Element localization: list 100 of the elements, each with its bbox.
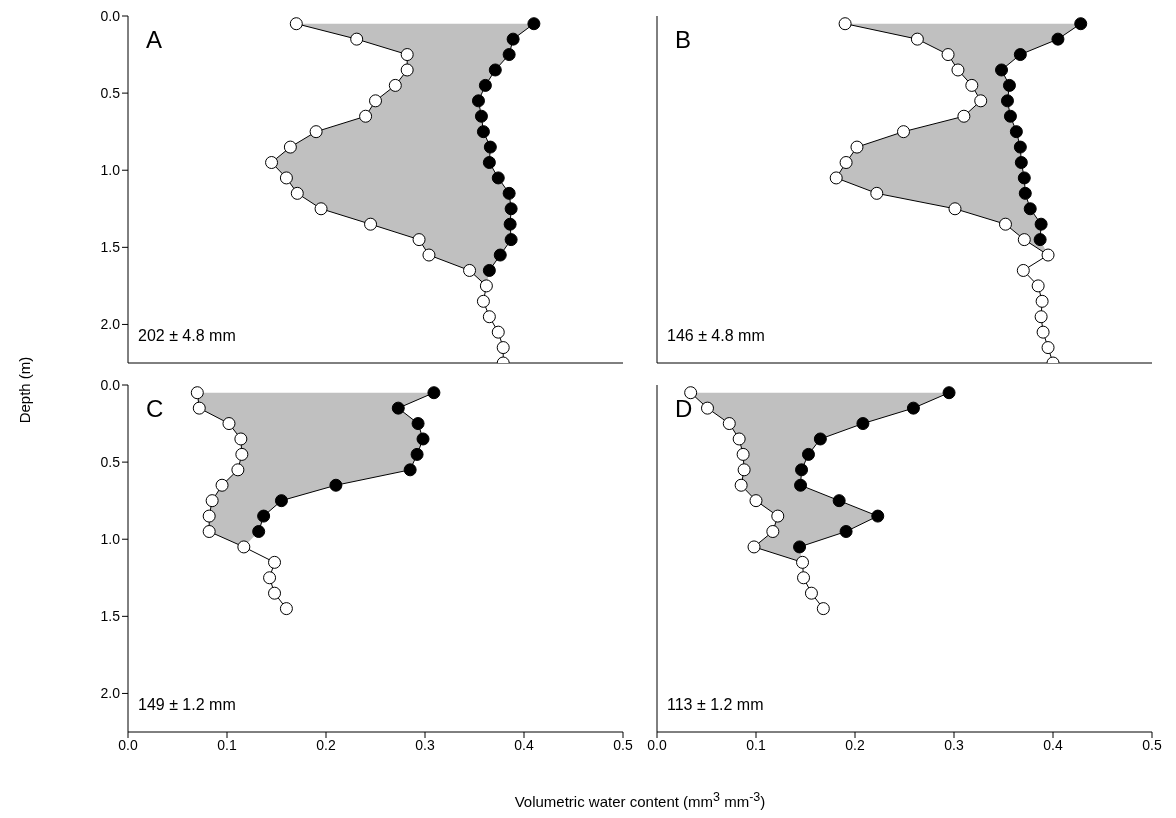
point [410,447,424,461]
point [1051,32,1065,46]
point [369,94,382,108]
point [747,540,761,554]
x-tick-label: 0.2 [845,736,865,753]
x-tick-label: 0.0 [647,736,667,753]
point [1003,109,1017,123]
y-tick-label: 1.5 [100,239,121,256]
point [1016,263,1030,277]
point [493,248,507,262]
point [202,525,216,539]
point [235,447,249,461]
point [482,310,496,324]
x-tick-label: 0.4 [514,736,534,753]
point [504,233,518,247]
x-axis-title: Volumetric water content (mm$^{3}$ mm$^{-3}$) [514,790,766,810]
point [309,125,323,139]
point [829,171,843,185]
point [503,217,517,231]
annotation: C [146,395,164,423]
point [274,494,288,508]
point [942,386,956,400]
point [766,525,780,539]
point [1033,233,1047,247]
point [427,386,441,400]
y-tick-label: 2.0 [100,685,121,702]
point [388,78,402,92]
annotation: 113 ± 1.2 mm [667,696,764,714]
point [192,401,206,415]
point [476,294,490,308]
point [412,233,426,247]
point [252,525,266,539]
x-tick-label: 0.5 [1142,736,1162,753]
y-tick-label: 0.0 [100,7,121,24]
point [832,494,846,508]
point [965,78,979,92]
y-tick-label: 1.5 [100,608,121,625]
point [813,432,827,446]
y-tick-label: 0.0 [100,376,121,393]
point [1034,217,1048,231]
annotation: 146 ± 4.8 mm [667,327,765,345]
point [482,263,496,277]
point [1014,156,1028,170]
point [234,432,248,446]
point [948,202,962,216]
point [796,555,810,569]
point [463,263,477,277]
point [350,32,364,46]
annotation: 149 ± 1.2 mm [138,696,236,714]
point [482,156,496,170]
point [1018,186,1032,200]
x-tick-label: 0.2 [316,736,336,753]
point [265,156,279,170]
point [1074,17,1088,31]
point [491,325,505,339]
point [488,63,502,77]
annotation: B [675,26,692,54]
y-tick-label: 0.5 [100,454,121,471]
x-tick-label: 0.5 [613,736,633,753]
point [771,509,785,523]
point [856,417,870,431]
point [502,48,516,62]
point [1017,171,1031,185]
y-tick-label: 1.0 [100,531,121,548]
point [364,217,378,231]
y-axis-title: Depth (m) [15,356,33,424]
point [314,202,328,216]
point [839,525,853,539]
point [1036,325,1050,339]
point [329,478,343,492]
x-tick-label: 0.3 [944,736,964,753]
point [737,463,751,477]
point [736,447,750,461]
point [268,586,282,600]
point [700,401,714,415]
point [474,109,488,123]
point [1000,94,1014,108]
point [205,494,219,508]
point [722,417,736,431]
point [237,540,251,554]
x-tick-label: 0.4 [1043,736,1063,753]
point [995,63,1009,77]
annotation: A [146,26,163,54]
point [496,341,510,355]
point [416,432,430,446]
point [504,202,518,216]
x-tick-label: 0.1 [217,736,237,753]
point [850,140,864,154]
point [476,125,490,139]
point [202,509,216,523]
point [411,417,425,431]
point [400,48,414,62]
point [231,463,245,477]
point [998,217,1012,231]
point [471,94,485,108]
y-tick-label: 1.0 [100,162,121,179]
point [957,109,971,123]
point [816,602,830,616]
point [951,63,965,77]
point [1041,248,1055,262]
